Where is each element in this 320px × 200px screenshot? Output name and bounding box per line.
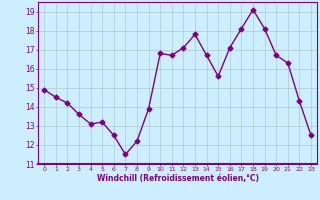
X-axis label: Windchill (Refroidissement éolien,°C): Windchill (Refroidissement éolien,°C): [97, 174, 259, 183]
